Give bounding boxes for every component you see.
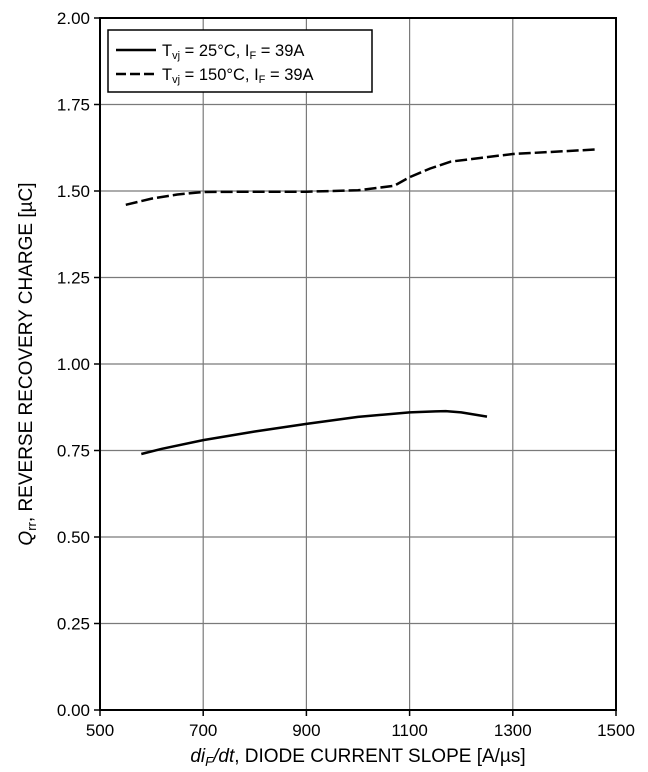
legend-label-1: Tvj = 25°C, IF = 39A: [162, 42, 304, 62]
x-title-italic-sub: F: [205, 754, 214, 769]
series-line-2: [125, 148, 596, 207]
x-tick-label: 1100: [391, 721, 428, 740]
x-tick-label: 700: [189, 721, 217, 740]
legend-box: [107, 29, 373, 93]
y-tick-label: 1.25: [57, 269, 90, 288]
y-tick-label: 2.00: [57, 9, 90, 28]
x-tick-label: 1300: [494, 721, 532, 740]
series-lines: [125, 148, 596, 456]
x-axis-title: diF/dt, DIODE CURRENT SLOPE [A/µs]: [190, 746, 525, 769]
grid-lines: [99, 17, 617, 711]
y-title-rest: , REVERSE RECOVERY CHARGE [µC]: [16, 182, 37, 522]
y-tick-label: 1.75: [57, 96, 90, 115]
series-line-1: [140, 409, 488, 456]
legend-label-2: Tvj = 150°C, IF = 39A: [162, 66, 314, 86]
x-title-italic-tail: /dt: [211, 746, 235, 767]
y-title-italic-main: Q: [16, 531, 37, 546]
legend: Tvj = 25°C, IF = 39A Tvj = 150°C, IF = 39…: [107, 29, 373, 93]
y-tick-label: 0.75: [57, 442, 90, 461]
y-tick-label: 1.00: [57, 355, 90, 374]
y-tick-label: 0.50: [57, 528, 90, 547]
y-axis-title: Qrr, REVERSE RECOVERY CHARGE [µC]: [16, 182, 39, 545]
x-tick-label: 1500: [597, 721, 635, 740]
y-tick-label: 0.00: [57, 701, 90, 720]
x-tick-label: 500: [86, 721, 114, 740]
y-title-sub: rr: [24, 521, 39, 530]
x-title-rest: , DIODE CURRENT SLOPE [A/µs]: [234, 746, 525, 767]
x-title-italic-main: di: [190, 746, 206, 767]
y-tick-label: 1.50: [57, 182, 90, 201]
tick-labels: 500 700 900 1100 1300 1500 0.00 0.25 0.50 0.75 1.0…: [57, 9, 635, 740]
x-tick-label: 900: [292, 721, 320, 740]
y-tick-label: 0.25: [57, 615, 90, 634]
